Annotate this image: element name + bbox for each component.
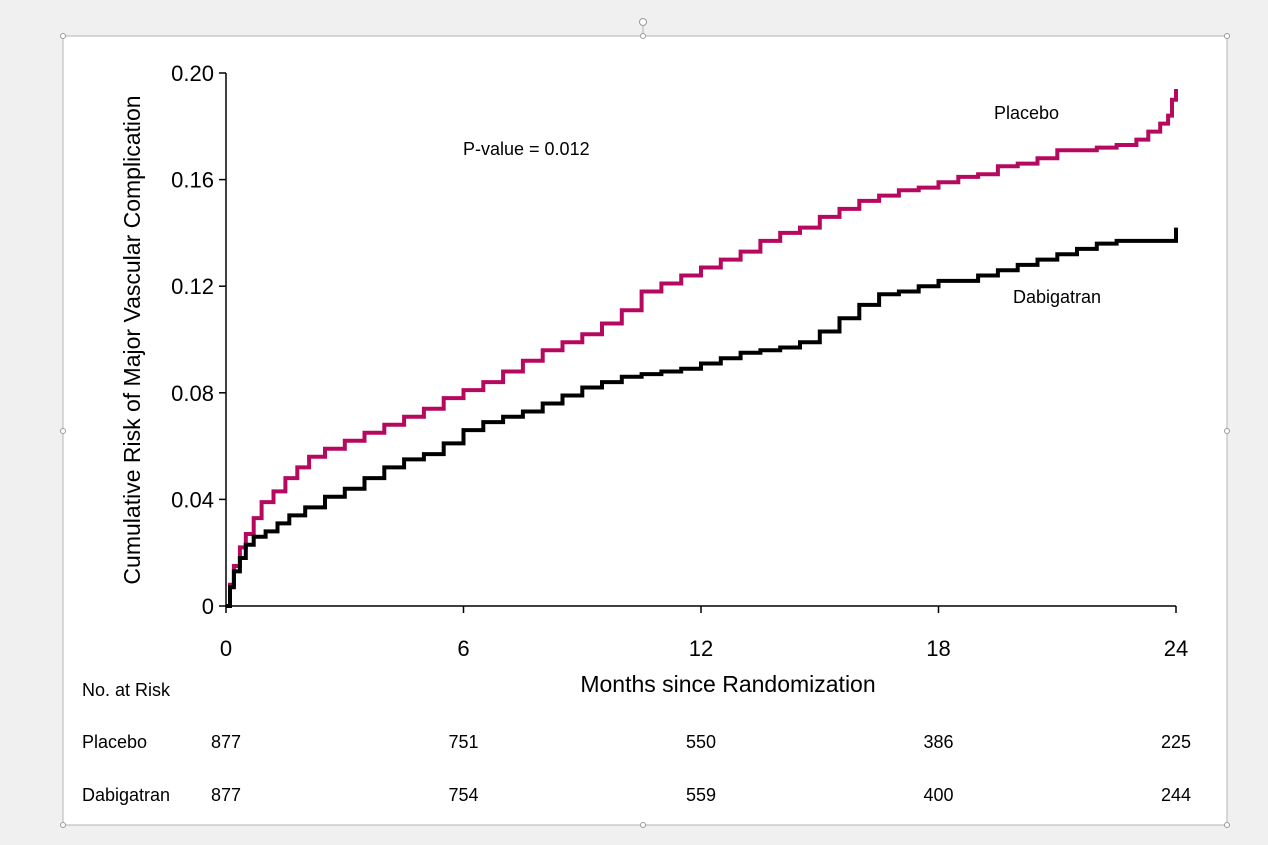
- at-risk-value: 550: [686, 732, 716, 752]
- chart-frame: [62, 35, 1228, 826]
- y-ticks: 0 0.04 0.08 0.12 0.16 0.20: [171, 61, 226, 619]
- at-risk-row-label: Placebo: [82, 732, 147, 752]
- resize-handle-top-right[interactable]: [1224, 33, 1230, 39]
- legend-label-placebo: Placebo: [994, 103, 1059, 123]
- y-tick-label: 0.04: [171, 487, 214, 512]
- resize-handles[interactable]: [60, 18, 1230, 828]
- at-risk-value: 559: [686, 785, 716, 805]
- at-risk-value: 225: [1161, 732, 1191, 752]
- resize-handle-top-left[interactable]: [60, 33, 66, 39]
- x-ticks: 0 6 12 18 24: [220, 606, 1188, 661]
- at-risk-row-label: Dabigatran: [82, 785, 170, 805]
- y-tick-label: 0.12: [171, 274, 214, 299]
- resize-handle-right[interactable]: [1224, 428, 1230, 434]
- at-risk-value: 754: [448, 785, 478, 805]
- resize-handle-bottom-right[interactable]: [1224, 822, 1230, 828]
- at-risk-value: 386: [923, 732, 953, 752]
- at-risk-value: 877: [211, 785, 241, 805]
- at-risk-table: Placebo 877 751 550 386 225 Dabigatran 877 754 55…: [82, 732, 1191, 805]
- at-risk-value: 400: [923, 785, 953, 805]
- y-tick-label: 0.20: [171, 61, 214, 86]
- y-tick-label: 0.08: [171, 381, 214, 406]
- y-tick-label: 0.16: [171, 168, 214, 193]
- p-value-annotation: P-value = 0.012: [463, 139, 590, 159]
- x-tick-label: 0: [220, 636, 232, 661]
- series-line-dabigatran: [226, 227, 1178, 608]
- resize-handle-bottom-left[interactable]: [60, 822, 66, 828]
- x-tick-label: 6: [457, 636, 469, 661]
- x-tick-label: 18: [926, 636, 950, 661]
- at-risk-value: 244: [1161, 785, 1191, 805]
- y-axis-title: Cumulative Risk of Major Vascular Compli…: [119, 95, 145, 584]
- x-tick-label: 12: [689, 636, 713, 661]
- legend-label-dabigatran: Dabigatran: [1013, 287, 1101, 307]
- x-tick-label: 24: [1164, 636, 1188, 661]
- rotate-handle[interactable]: [639, 18, 647, 26]
- y-tick-label: 0: [202, 594, 214, 619]
- resize-handle-left[interactable]: [60, 428, 66, 434]
- at-risk-value: 751: [448, 732, 478, 752]
- x-axis-title: Months since Randomization: [580, 671, 875, 697]
- at-risk-value: 877: [211, 732, 241, 752]
- at-risk-heading: No. at Risk: [82, 680, 171, 700]
- resize-handle-top[interactable]: [640, 33, 646, 39]
- series-layer: [226, 89, 1178, 608]
- resize-handle-bottom[interactable]: [640, 822, 646, 828]
- series-line-placebo: [226, 89, 1178, 608]
